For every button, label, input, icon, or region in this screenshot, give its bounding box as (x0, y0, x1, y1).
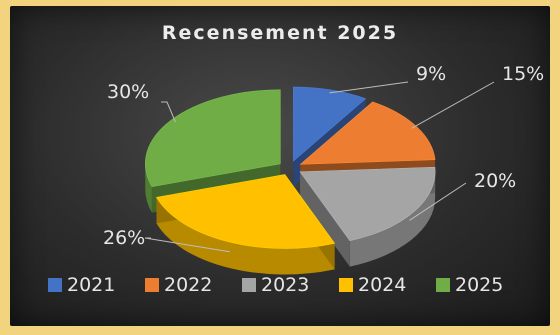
slice-2024 (156, 174, 336, 275)
leader-line-2024 (144, 237, 230, 253)
data-label-2024: 26% (103, 227, 145, 249)
legend-swatch (145, 278, 159, 292)
slice-2023 (299, 166, 436, 267)
legend-item-2024: 2024 (339, 274, 406, 296)
leader-line-2021 (329, 81, 409, 94)
slice-side-wall (156, 197, 335, 275)
data-label-2022: 15% (502, 63, 544, 85)
legend-swatch (339, 278, 353, 292)
legend-label: 2024 (358, 274, 406, 296)
legend-label: 2023 (261, 274, 309, 296)
leader-line-2022 (411, 81, 495, 129)
legend-swatch (436, 278, 450, 292)
legend-swatch (242, 278, 256, 292)
slice-top (293, 86, 367, 162)
slice-cut-face (300, 171, 350, 267)
legend-label: 2022 (164, 274, 212, 296)
data-label-2023: 20% (474, 170, 516, 192)
data-labels: 9% 15% 20% 26% 30% (103, 63, 544, 249)
legend-label: 2025 (455, 274, 503, 296)
leader-line-2023 (409, 182, 467, 221)
legend: 2021 2022 2023 2024 2025 (48, 274, 503, 296)
leader-line-2025 (161, 101, 176, 123)
data-label-2025: 30% (107, 81, 149, 103)
slice-top (156, 174, 336, 249)
leader-lines (144, 81, 495, 253)
legend-item-2025: 2025 (436, 274, 503, 296)
legend-item-2023: 2023 (242, 274, 309, 296)
data-label-2021: 9% (416, 63, 446, 85)
legend-label: 2021 (67, 274, 115, 296)
chart-title: Recensement 2025 (162, 22, 398, 44)
slice-top (145, 89, 281, 187)
legend-item-2021: 2021 (48, 274, 115, 296)
pie-slices (145, 86, 436, 275)
legend-swatch (48, 278, 62, 292)
legend-item-2022: 2022 (145, 274, 212, 296)
slice-top (299, 101, 436, 165)
slice-side-wall (349, 171, 436, 267)
slice-top (299, 166, 436, 241)
